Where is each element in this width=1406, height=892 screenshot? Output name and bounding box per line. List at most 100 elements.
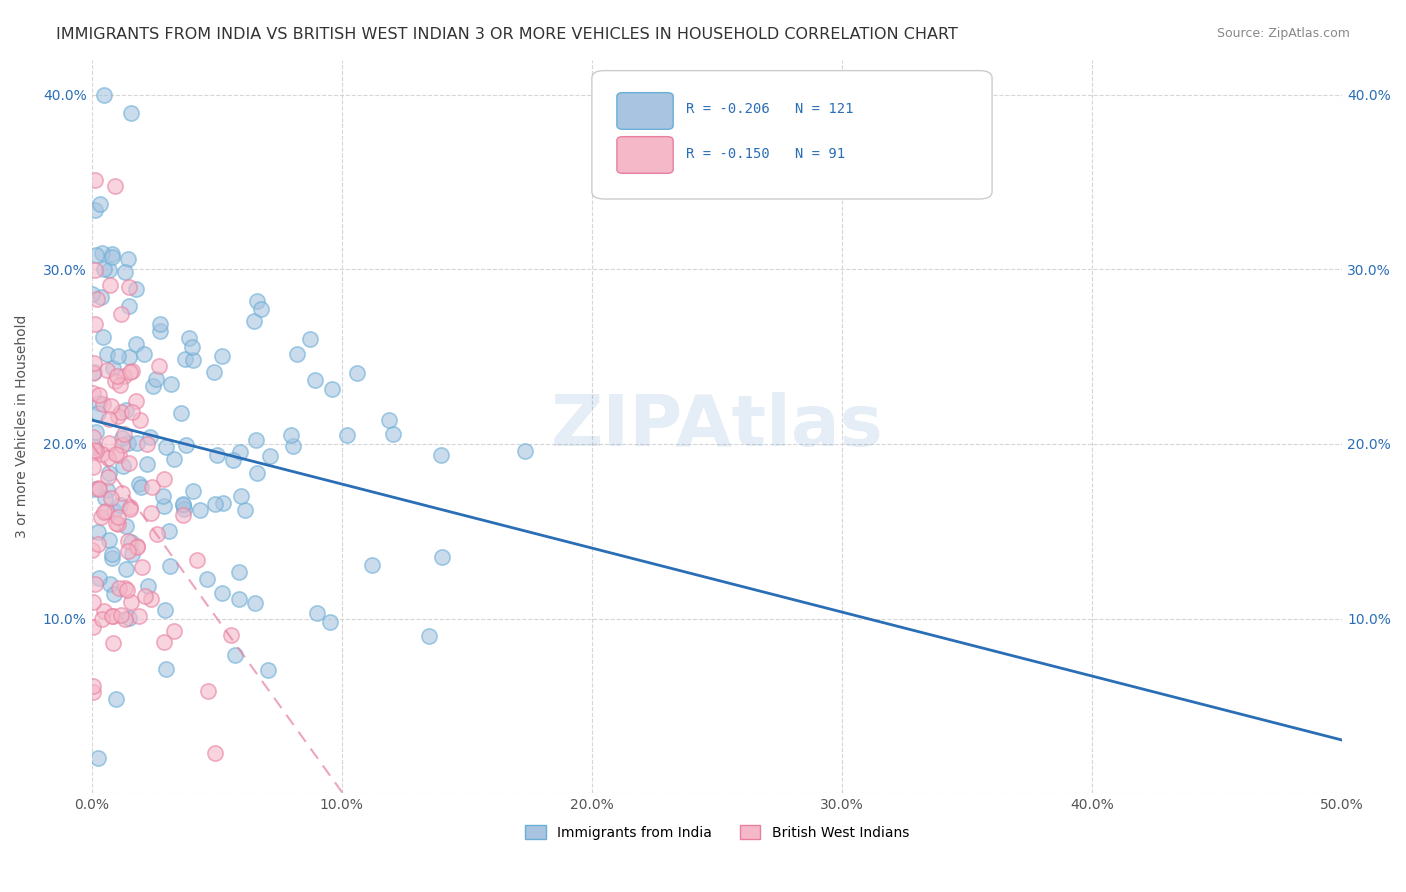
Point <box>136 458 159 472</box>
Point <box>139 506 162 520</box>
Point <box>87 481 110 495</box>
Text: R = -0.206   N = 121: R = -0.206 N = 121 <box>686 103 853 117</box>
Point <box>103 361 125 376</box>
Point <box>104 691 127 706</box>
Point <box>110 431 132 445</box>
Point <box>111 437 134 451</box>
Point <box>141 591 163 606</box>
Point <box>128 608 150 623</box>
Point <box>87 525 110 540</box>
Point <box>107 510 129 524</box>
Point <box>89 571 111 585</box>
Point <box>153 499 176 513</box>
Point <box>181 352 204 367</box>
Point <box>112 458 135 473</box>
Point <box>118 299 141 313</box>
Point <box>176 438 198 452</box>
Point <box>430 448 453 462</box>
Point <box>87 537 110 551</box>
Point <box>110 405 132 419</box>
Point <box>83 483 105 497</box>
Point <box>515 444 537 458</box>
Point <box>110 486 132 500</box>
Point <box>257 663 280 677</box>
Point <box>117 280 139 294</box>
Point <box>153 634 176 648</box>
Point <box>93 87 115 102</box>
Point <box>243 596 266 610</box>
Point <box>319 615 342 629</box>
Point <box>83 365 105 379</box>
Point <box>149 317 172 331</box>
Text: Source: ZipAtlas.com: Source: ZipAtlas.com <box>1216 27 1350 40</box>
Point <box>82 679 104 693</box>
Point <box>104 374 127 388</box>
Point <box>221 453 243 467</box>
Point <box>82 685 104 699</box>
Point <box>101 250 124 264</box>
Point <box>107 409 129 423</box>
Point <box>145 527 167 541</box>
Point <box>120 106 142 120</box>
Point <box>131 559 153 574</box>
Point <box>97 466 120 480</box>
Point <box>120 502 142 516</box>
Point <box>246 293 269 308</box>
Point <box>98 412 121 426</box>
Point <box>188 503 211 517</box>
Point <box>125 393 148 408</box>
Point <box>125 336 148 351</box>
Point <box>97 451 120 466</box>
Point <box>141 379 163 393</box>
Point <box>235 503 257 517</box>
Point <box>138 430 160 444</box>
Point <box>281 439 304 453</box>
Point <box>120 365 142 379</box>
Point <box>86 293 108 307</box>
Point <box>202 365 225 379</box>
Point <box>149 324 172 338</box>
FancyBboxPatch shape <box>592 70 993 199</box>
Point <box>120 595 142 609</box>
Point <box>172 496 194 510</box>
Point <box>197 684 219 698</box>
Point <box>82 460 104 475</box>
Point <box>117 436 139 450</box>
Point <box>93 505 115 519</box>
Point <box>84 577 107 591</box>
Point <box>127 436 149 450</box>
FancyBboxPatch shape <box>617 93 673 129</box>
Point <box>155 662 177 676</box>
Point <box>224 648 246 662</box>
Point <box>103 504 125 518</box>
Point <box>108 448 131 462</box>
Point <box>125 282 148 296</box>
Point <box>112 426 135 441</box>
Point <box>110 498 132 512</box>
Point <box>212 496 235 510</box>
Point <box>221 628 243 642</box>
Point <box>246 466 269 480</box>
Point <box>93 397 115 411</box>
Text: ZIPAtlas: ZIPAtlas <box>551 392 883 461</box>
Legend: Immigrants from India, British West Indians: Immigrants from India, British West Indi… <box>519 819 914 845</box>
Point <box>115 403 138 417</box>
Point <box>84 262 107 277</box>
Point <box>87 388 110 402</box>
Point <box>105 369 128 384</box>
Point <box>430 550 453 565</box>
Point <box>112 368 135 383</box>
Point <box>153 603 176 617</box>
Point <box>96 483 118 498</box>
Point <box>118 350 141 364</box>
Point <box>211 349 233 363</box>
Point <box>155 440 177 454</box>
Y-axis label: 3 or more Vehicles in Household: 3 or more Vehicles in Household <box>15 315 30 538</box>
Point <box>135 437 157 451</box>
Point <box>285 347 308 361</box>
Point <box>179 330 201 344</box>
Point <box>211 586 233 600</box>
Point <box>418 629 440 643</box>
Point <box>98 577 121 591</box>
Text: IMMIGRANTS FROM INDIA VS BRITISH WEST INDIAN 3 OR MORE VEHICLES IN HOUSEHOLD COR: IMMIGRANTS FROM INDIA VS BRITISH WEST IN… <box>56 27 957 42</box>
